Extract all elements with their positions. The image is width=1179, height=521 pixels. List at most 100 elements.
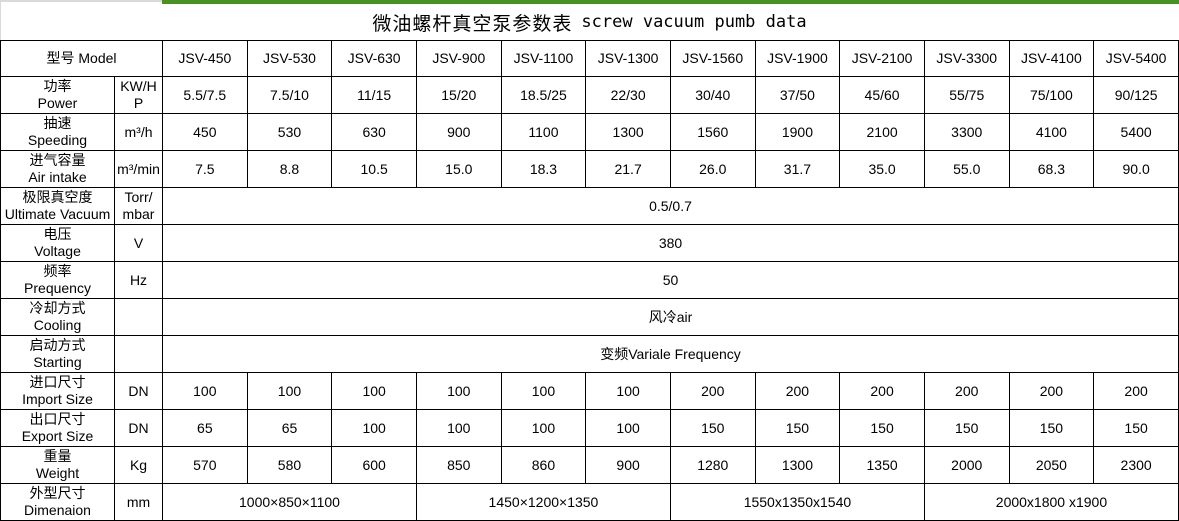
value-cell[interactable]: 580 — [246, 446, 333, 484]
model-cell[interactable]: JSV-450 — [162, 40, 248, 77]
value-cell[interactable]: 200 — [669, 372, 756, 410]
value-cell[interactable]: 1560 — [669, 113, 756, 151]
value-cell[interactable]: 200 — [923, 372, 1010, 410]
value-cell[interactable]: 5.5/7.5 — [162, 76, 248, 114]
unit-cell[interactable]: DN — [114, 409, 163, 447]
model-cell[interactable]: JSV-900 — [415, 40, 502, 77]
row-label-import-size[interactable]: 进口尺寸 Import Size — [0, 372, 115, 410]
value-cell[interactable]: 2300 — [1093, 446, 1179, 484]
selected-merged-value-cell[interactable]: 50 — [162, 261, 1179, 299]
unit-cell[interactable]: Hz — [114, 261, 163, 299]
value-cell[interactable]: 100 — [246, 372, 333, 410]
row-label-power[interactable]: 功率 Power — [0, 76, 115, 114]
value-cell[interactable]: 26.0 — [669, 150, 756, 188]
dimension-group-cell[interactable]: 1450×1200×1350 — [415, 483, 671, 521]
merged-value-cell[interactable]: 风冷air — [162, 298, 1179, 336]
unit-cell[interactable] — [114, 298, 163, 336]
unit-cell[interactable] — [114, 335, 163, 373]
value-cell[interactable]: 150 — [923, 409, 1010, 447]
model-header-cell[interactable]: 型号 Model — [0, 40, 163, 77]
value-cell[interactable]: 22/30 — [585, 76, 671, 114]
value-cell[interactable]: 860 — [500, 446, 587, 484]
value-cell[interactable]: 10.5 — [331, 150, 417, 188]
value-cell[interactable]: 200 — [1093, 372, 1179, 410]
model-cell[interactable]: JSV-1100 — [500, 40, 587, 77]
value-cell[interactable]: 200 — [754, 372, 841, 410]
value-cell[interactable]: 37/50 — [754, 76, 841, 114]
dimension-group-cell[interactable]: 2000x1800 x1900 — [923, 483, 1179, 521]
row-label-export-size[interactable]: 出口尺寸 Export Size — [0, 409, 115, 447]
value-cell[interactable]: 100 — [331, 409, 417, 447]
model-cell[interactable]: JSV-1900 — [754, 40, 841, 77]
unit-cell[interactable]: V — [114, 224, 163, 262]
value-cell[interactable]: 530 — [246, 113, 333, 151]
value-cell[interactable]: 2000 — [923, 446, 1010, 484]
unit-cell[interactable]: KW/H P — [114, 76, 163, 114]
value-cell[interactable]: 55/75 — [923, 76, 1010, 114]
value-cell[interactable]: 100 — [415, 372, 502, 410]
unit-cell[interactable]: m³/min — [114, 150, 163, 188]
model-cell[interactable]: JSV-1560 — [669, 40, 756, 77]
value-cell[interactable]: 15/20 — [415, 76, 502, 114]
row-label-speeding[interactable]: 抽速 Speeding — [0, 113, 115, 151]
value-cell[interactable]: 2050 — [1008, 446, 1095, 484]
value-cell[interactable]: 600 — [331, 446, 417, 484]
table-title[interactable]: 微油螺杆真空泵参数表 screw vacuum pumb data — [0, 0, 1179, 40]
value-cell[interactable]: 35.0 — [839, 150, 925, 188]
value-cell[interactable]: 31.7 — [754, 150, 841, 188]
value-cell[interactable]: 150 — [1008, 409, 1095, 447]
unit-cell[interactable]: mm — [114, 483, 163, 521]
row-label-cooling[interactable]: 冷却方式 Cooling — [0, 298, 115, 336]
unit-cell[interactable]: DN — [114, 372, 163, 410]
value-cell[interactable]: 90.0 — [1093, 150, 1179, 188]
value-cell[interactable]: 450 — [162, 113, 248, 151]
value-cell[interactable]: 4100 — [1008, 113, 1095, 151]
value-cell[interactable]: 150 — [754, 409, 841, 447]
model-cell[interactable]: JSV-530 — [246, 40, 333, 77]
value-cell[interactable]: 1900 — [754, 113, 841, 151]
model-cell[interactable]: JSV-4100 — [1008, 40, 1095, 77]
model-cell[interactable]: JSV-2100 — [839, 40, 925, 77]
value-cell[interactable]: 1280 — [669, 446, 756, 484]
value-cell[interactable]: 150 — [669, 409, 756, 447]
dimension-group-cell[interactable]: 1550x1350x1540 — [669, 483, 925, 521]
value-cell[interactable]: 200 — [1008, 372, 1095, 410]
value-cell[interactable]: 11/15 — [331, 76, 417, 114]
value-cell[interactable]: 65 — [246, 409, 333, 447]
value-cell[interactable]: 90/125 — [1093, 76, 1179, 114]
row-label-dimension[interactable]: 外型尺寸 Dimenaion — [0, 483, 115, 521]
value-cell[interactable]: 1300 — [754, 446, 841, 484]
value-cell[interactable]: 900 — [415, 113, 502, 151]
value-cell[interactable]: 68.3 — [1008, 150, 1095, 188]
value-cell[interactable]: 18.3 — [500, 150, 587, 188]
unit-cell[interactable]: m³/h — [114, 113, 163, 151]
row-label-air-intake[interactable]: 进气容量 Air intake — [0, 150, 115, 188]
value-cell[interactable]: 150 — [1093, 409, 1179, 447]
value-cell[interactable]: 55.0 — [923, 150, 1010, 188]
merged-value-cell[interactable]: 变频Variale Frequency — [162, 335, 1179, 373]
value-cell[interactable]: 7.5/10 — [246, 76, 333, 114]
value-cell[interactable]: 100 — [500, 372, 587, 410]
value-cell[interactable]: 1300 — [585, 113, 671, 151]
model-cell[interactable]: JSV-1300 — [585, 40, 671, 77]
unit-cell[interactable]: Kg — [114, 446, 163, 484]
model-cell[interactable]: JSV-3300 — [923, 40, 1010, 77]
row-label-voltage[interactable]: 电压 Voltage — [0, 224, 115, 262]
row-label-starting[interactable]: 启动方式 Starting — [0, 335, 115, 373]
merged-value-cell[interactable]: 0.5/0.7 — [162, 187, 1179, 225]
value-cell[interactable]: 900 — [585, 446, 671, 484]
value-cell[interactable]: 3300 — [923, 113, 1010, 151]
value-cell[interactable]: 21.7 — [585, 150, 671, 188]
value-cell[interactable]: 65 — [162, 409, 248, 447]
value-cell[interactable]: 30/40 — [669, 76, 756, 114]
value-cell[interactable]: 630 — [331, 113, 417, 151]
model-cell[interactable]: JSV-5400 — [1093, 40, 1179, 77]
value-cell[interactable]: 100 — [500, 409, 587, 447]
value-cell[interactable]: 8.8 — [246, 150, 333, 188]
unit-cell[interactable]: Torr/ mbar — [114, 187, 163, 225]
value-cell[interactable]: 100 — [585, 372, 671, 410]
value-cell[interactable]: 1100 — [500, 113, 587, 151]
value-cell[interactable]: 850 — [415, 446, 502, 484]
dimension-group-cell[interactable]: 1000×850×1100 — [162, 483, 417, 521]
value-cell[interactable]: 100 — [331, 372, 417, 410]
